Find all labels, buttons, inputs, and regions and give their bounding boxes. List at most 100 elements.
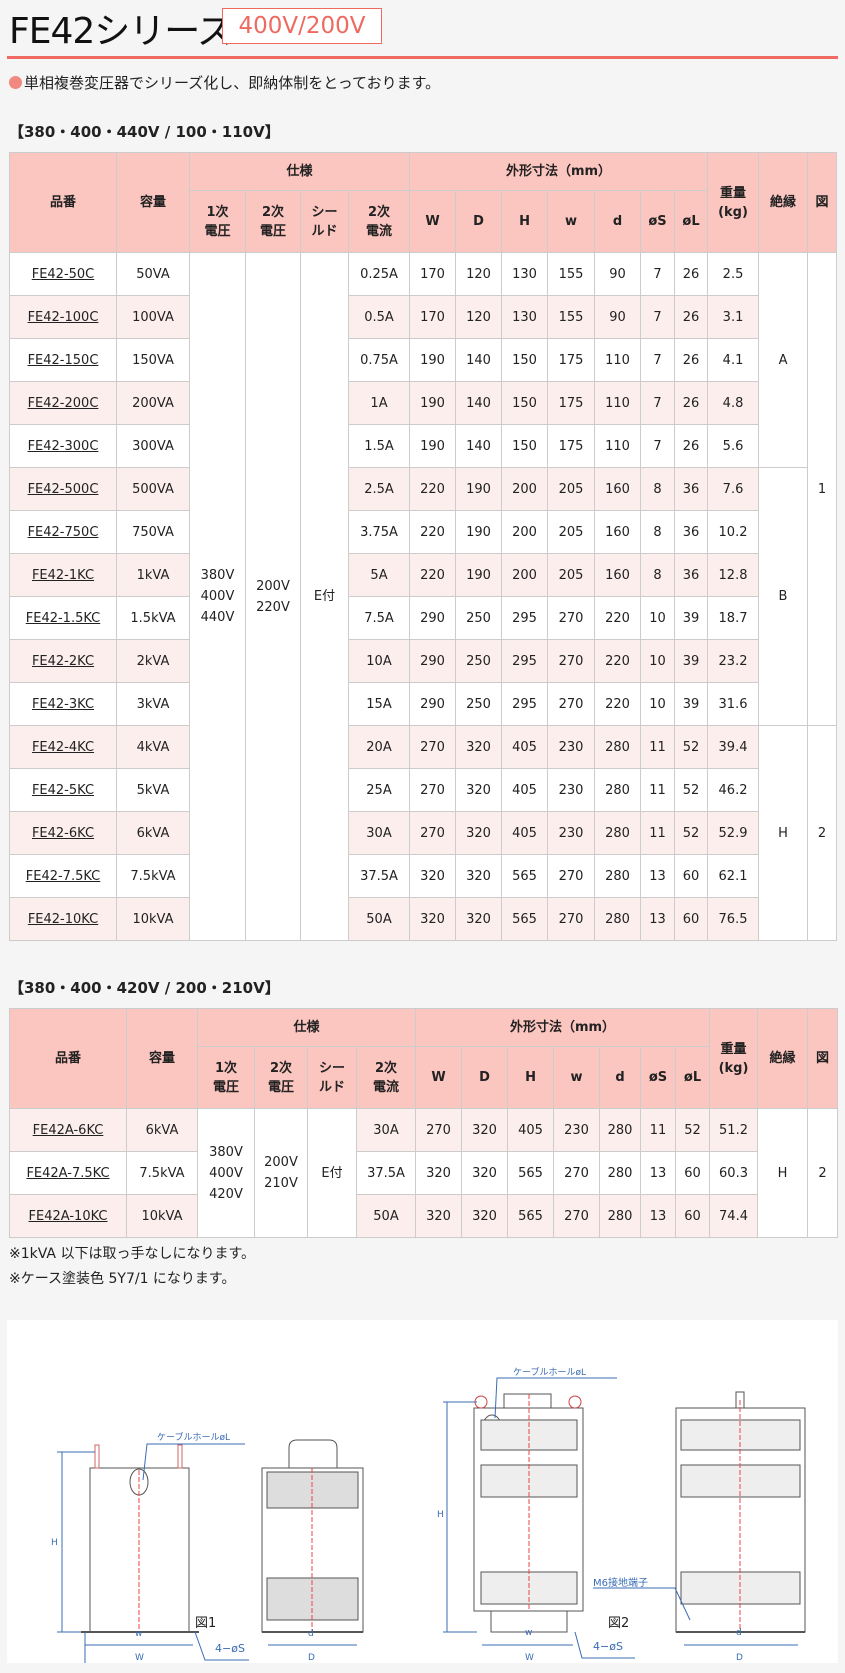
dimension-cell: 270 [547,639,596,683]
dimension-cell: 36 [674,467,709,511]
primary-v-cell: 380V 400V 420V [197,1108,255,1238]
part-number-link[interactable]: FE42-1KC [31,567,95,583]
part-number-link[interactable]: FE42-300C [27,438,99,454]
insulation-cell: H [758,725,809,941]
dimension-cell: 565 [507,1151,555,1195]
header-primary-v: 1次 電圧 [197,1046,255,1109]
dimension-cell: 320 [409,897,457,941]
part-number-link[interactable]: FE42-1.5KC [25,610,101,626]
dimension-cell: 205 [547,510,596,554]
part-number-link[interactable]: FE42A-10KC [28,1208,108,1224]
part-number-link[interactable]: FE42A-6KC [32,1122,104,1138]
header-capacity: 容量 [126,1008,198,1109]
part-number-link[interactable]: FE42-150C [27,352,99,368]
current-cell: 37.5A [355,1151,417,1195]
part-number-cell: FE42A-6KC [9,1108,127,1152]
part-number-link[interactable]: FE42-200C [27,395,99,411]
dimension-cell: 200 [501,467,549,511]
capacity-cell: 7.5kVA [116,854,190,898]
capacity-cell: 500VA [116,467,190,511]
shield-cell: E付 [300,252,349,941]
part-number-link[interactable]: FE42A-7.5KC [26,1165,110,1181]
current-cell: 5A [347,553,411,597]
capacity-cell: 7.5kVA [126,1151,198,1195]
header-spec: 仕様 [196,1008,417,1047]
dimension-cell: 39 [674,639,709,683]
dimension-cell: 36 [674,553,709,597]
spec-table-2: 品番 容量 仕様 外形寸法（mm） 重量 (kg) 絶縁図 1次 電圧 2次 電圧 シー ルド 2… [9,1008,839,1238]
dimension-cell: 280 [594,854,642,898]
part-number-cell: FE42-2KC [9,639,117,683]
table-row: FE42-2KC 2kVA 10A 290 250 295 270 220 10 39 23.2 [9,639,837,683]
insulation-cell: H [757,1108,809,1238]
header-weight: 重量 (kg) [707,152,760,253]
weight-cell: 39.4 [707,725,760,769]
current-cell: 0.25A [347,252,411,296]
part-number-link[interactable]: FE42-6KC [31,825,95,841]
part-number-link[interactable]: FE42-4KC [31,739,95,755]
dimension-cell: 175 [547,381,596,425]
dimension-cell: 270 [415,1108,463,1152]
dimension-cell: 405 [501,811,549,855]
dimension-cell: 8 [640,553,676,597]
dimension-cell: 295 [501,596,549,640]
figure2-dims [443,1377,635,1659]
header-insulation: 絶縁 [757,1008,809,1109]
w-label: w [525,1628,533,1638]
figure-cell: 2 [807,1108,839,1238]
current-cell: 7.5A [347,596,411,640]
figure2-side-dims [593,1587,798,1646]
part-number-link[interactable]: FE42-100C [27,309,99,325]
part-number-link[interactable]: FE42-750C [27,524,99,540]
dimension-cell: 320 [461,1194,509,1238]
part-number-link[interactable]: FE42-500C [27,481,99,497]
figure1-dims [57,1443,249,1663]
part-number-cell: FE42-100C [9,295,117,339]
table-row: FE42-4KC 4kVA 20A 270 320 405 230 280 11 52 39.4 H 2 [9,725,838,941]
dimension-cell: 290 [409,596,457,640]
dimension-cell: 160 [594,553,642,597]
dimension-cell: 8 [640,510,676,554]
part-number-cell: FE42-1.5KC [9,596,117,640]
figure1-side [261,1439,364,1633]
dimension-cell: 565 [501,897,549,941]
dimension-cell: 280 [594,768,642,812]
capacity-cell: 150VA [116,338,190,382]
primary-v-cell: 380V 400V 440V [189,252,246,941]
dimension-cell: 190 [455,467,503,511]
dimension-cell: 52 [674,811,709,855]
dimension-cell: 110 [594,424,642,468]
dimension-cell: 270 [409,811,457,855]
part-number-link[interactable]: FE42-7.5KC [25,868,101,884]
header-dim: øS [640,190,676,253]
part-number-link[interactable]: FE42-3KC [31,696,95,712]
weight-cell: 7.6 [707,467,760,511]
part-number-cell: FE42-150C [9,338,117,382]
weight-cell: 5.6 [707,424,760,468]
capacity-cell: 2kVA [116,639,190,683]
header-shield: シー ルド [307,1046,357,1109]
capacity-cell: 6kVA [116,811,190,855]
dimension-cell: 60 [675,1151,711,1195]
dimension-cell: 220 [409,467,457,511]
part-number-link[interactable]: FE42-10KC [27,911,99,927]
table-row: FE42-500C 500VA 2.5A 220 190 200 205 160 8 36 7.6 B [9,467,837,726]
table-row: FE42-6KC 6kVA 30A 270 320 405 230 280 11 52 52.9 [9,811,837,855]
table-row: FE42-50C 50VA 380V 400V 440V 200V 220V E付 0.2… [9,252,838,941]
part-number-link[interactable]: FE42-50C [31,266,95,282]
dimension-cell: 220 [594,596,642,640]
dimension-cell: 280 [599,1151,642,1195]
capacity-cell: 200VA [116,381,190,425]
figure2-front [473,1393,584,1633]
dimension-cell: 190 [409,424,457,468]
current-cell: 25A [347,768,411,812]
part-number-link[interactable]: FE42-2KC [31,653,95,669]
figure-cell: 1 [807,252,838,726]
dimension-cell: 220 [409,553,457,597]
figure2-caption: 図2 [608,1616,630,1631]
weight-cell: 3.1 [707,295,760,339]
part-number-cell: FE42A-10KC [9,1194,127,1238]
dimension-cell: 140 [455,424,503,468]
part-number-link[interactable]: FE42-5KC [31,782,95,798]
dimension-cell: 405 [501,768,549,812]
